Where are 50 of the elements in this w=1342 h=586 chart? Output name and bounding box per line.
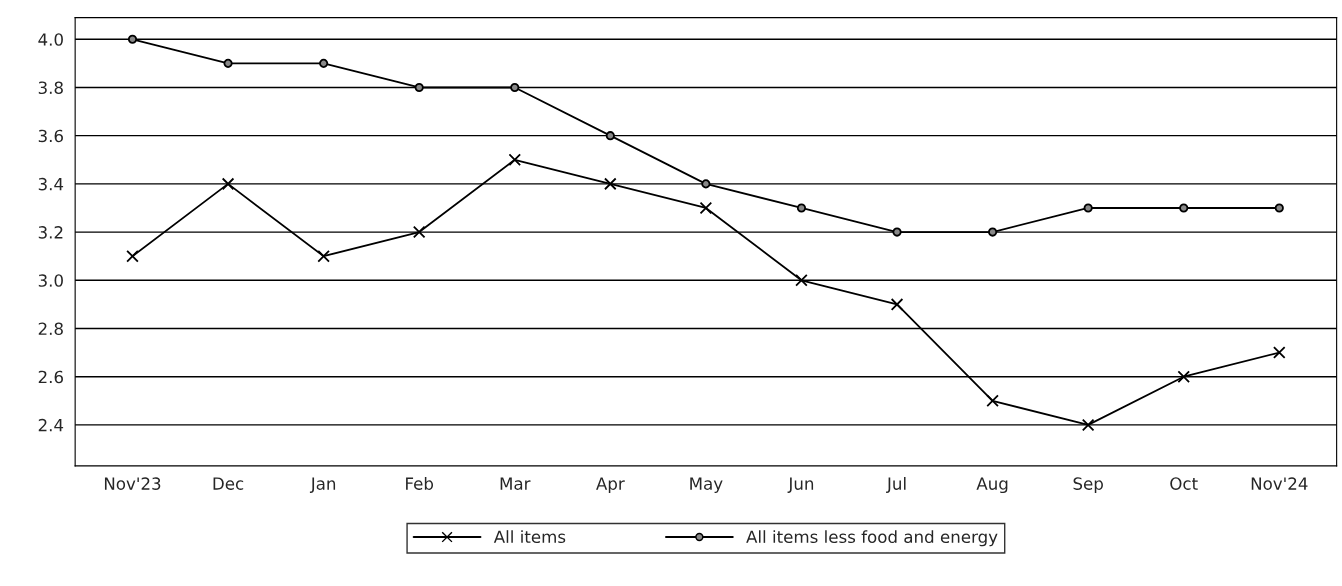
- y-tick-label: 3.4: [38, 177, 64, 191]
- point: [412, 225, 426, 239]
- x-tick-label: Aug: [976, 477, 1008, 494]
- point: [1179, 203, 1189, 213]
- point: [1273, 346, 1286, 359]
- x-tick-label: Jun: [787, 477, 814, 493]
- point: [796, 203, 807, 213]
- point: [317, 249, 330, 263]
- x-tick-label: Feb: [406, 476, 434, 490]
- x-tick-label: Jul: [886, 476, 906, 493]
- point: [988, 227, 998, 237]
- y-tick-label: 2.8: [38, 322, 63, 336]
- x-tick-label: Apr: [596, 477, 625, 494]
- point: [892, 227, 902, 237]
- point: [221, 177, 235, 191]
- point: [1274, 203, 1284, 213]
- point: [319, 58, 329, 68]
- point: [605, 131, 615, 141]
- x-tick-label: Mar: [500, 477, 531, 490]
- point: [223, 58, 233, 68]
- y-tick-label: 3.6: [38, 129, 63, 143]
- point: [699, 201, 713, 215]
- y-tick-label: 2.4: [38, 418, 64, 432]
- point: [890, 298, 904, 311]
- legend-label: All items less food and energy: [746, 530, 998, 547]
- y-tick-label: 4.0: [38, 33, 63, 46]
- point: [510, 82, 520, 93]
- x-tick-label: Oct: [1170, 477, 1198, 490]
- point: [414, 82, 424, 93]
- y-tick-label: 3.2: [38, 226, 63, 239]
- y-tick-label: 3.8: [38, 81, 63, 95]
- x-tick-label: Dec: [213, 477, 244, 490]
- y-tick-label: 2.6: [38, 370, 63, 384]
- point: [1081, 418, 1095, 432]
- point: [1177, 370, 1191, 383]
- point: [127, 34, 138, 44]
- x-tick-label: Jan: [309, 477, 336, 493]
- legend-label: All items: [493, 530, 566, 544]
- x-tick-label: May: [690, 477, 723, 494]
- point: [986, 394, 999, 408]
- y-tick-label: 3.0: [38, 274, 63, 287]
- point: [795, 274, 808, 287]
- x-tick-label: Sep: [1073, 477, 1103, 494]
- point: [1083, 203, 1093, 213]
- point: [126, 249, 139, 263]
- point: [701, 179, 711, 189]
- point: [508, 153, 522, 167]
- x-tick-label: Nov'24: [1251, 477, 1308, 490]
- x-tick-label: Nov'23: [104, 477, 161, 490]
- point: [604, 177, 617, 191]
